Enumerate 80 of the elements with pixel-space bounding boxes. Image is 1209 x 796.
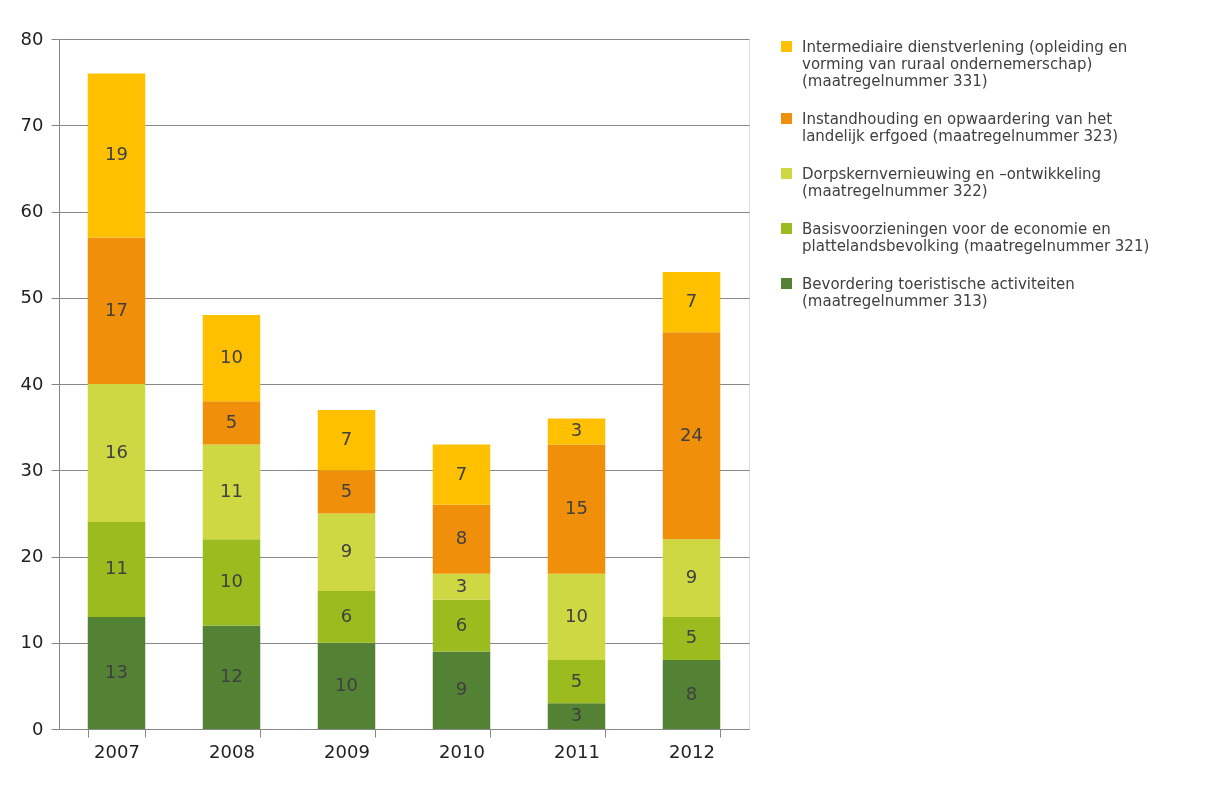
y-tick-label: 40 [20,372,44,394]
bar [547,660,606,704]
data-label: 5 [225,410,238,432]
y-tick-label: 0 [32,717,44,739]
bar [202,444,261,540]
bar [432,444,491,505]
y-tick-label: 80 [20,27,44,49]
bar [662,616,721,660]
bar [547,418,606,445]
bar [317,642,376,729]
data-label: 12 [220,665,243,687]
data-label: 5 [685,626,698,648]
x-tick-label: 2008 [209,740,255,762]
bar [202,625,261,729]
data-label: 9 [455,678,468,700]
bar [317,409,376,471]
y-tick-label: 70 [20,113,44,135]
bar [87,616,146,729]
y-tick-label: 20 [20,545,44,566]
data-label: 19 [105,143,128,165]
y-tick-label: 10 [20,631,44,653]
y-tick-label: 30 [20,458,44,480]
data-label: 16 [105,441,128,462]
data-label: 8 [455,527,468,549]
data-label: 6 [340,604,353,626]
bar [432,599,491,652]
data-label: 10 [220,346,243,368]
data-label: 8 [685,682,698,704]
data-label: 11 [105,557,128,579]
bar [547,444,606,574]
bar [87,237,146,384]
data-label: 10 [565,604,588,626]
legend-label: Bevordering toeristische activiteiten (maatregelnummer 313) [802,274,1075,310]
x-tick-label: 2012 [669,740,715,762]
data-label: 5 [570,669,583,691]
x-tick-label: 2011 [554,740,600,762]
data-label: 17 [105,298,128,320]
bar [432,651,491,729]
bar [547,573,606,660]
data-label: 10 [335,673,358,695]
bar [662,539,721,617]
x-tick-label: 2009 [324,740,370,762]
legend-label: Intermediaire dienstverlening (opleiding en vorming van ruraal ondernemerschap) (maatregelnummer 331) [802,37,1128,90]
data-label: 9 [340,540,353,562]
bar [202,401,261,445]
bar [87,522,146,617]
data-label: 6 [455,613,468,635]
bar [432,573,491,600]
bar [317,470,376,514]
bar [87,384,146,522]
bar [662,271,721,333]
data-label: 10 [220,570,243,592]
bar [87,73,146,238]
x-tick-label: 2010 [439,740,485,762]
data-label: 5 [340,479,353,501]
bar [317,513,376,591]
x-tick-label: 2007 [94,740,140,762]
data-label: 24 [680,423,703,445]
bar [662,660,721,729]
y-tick-label: 60 [20,200,44,221]
legend-label: Dorpskernvernieuwing en –ontwikkeling (maatregelnummer 322) [802,164,1102,200]
data-label: 7 [685,290,698,312]
data-label: 7 [455,462,468,484]
data-label: 3 [570,704,583,726]
bar [432,504,491,574]
legend-label: Instandhouding en opwaardering van het landelijk erfgoed (maatregelnummer 323) [802,109,1119,145]
data-label: 3 [570,419,583,441]
bar [662,332,721,540]
data-label: 3 [455,574,468,596]
bar [547,703,606,729]
data-label: 13 [105,660,128,682]
bar [202,315,261,402]
legend-label: Basisvoorzieningen voor de economie en plattelandsbevolking (maatregelnummer 321) [802,219,1150,255]
bar [317,591,376,643]
data-label: 11 [220,479,243,501]
y-tick-label: 50 [20,286,44,308]
data-label: 9 [685,566,698,588]
bar [202,539,261,626]
data-label: 15 [565,497,588,519]
data-label: 7 [340,428,353,450]
